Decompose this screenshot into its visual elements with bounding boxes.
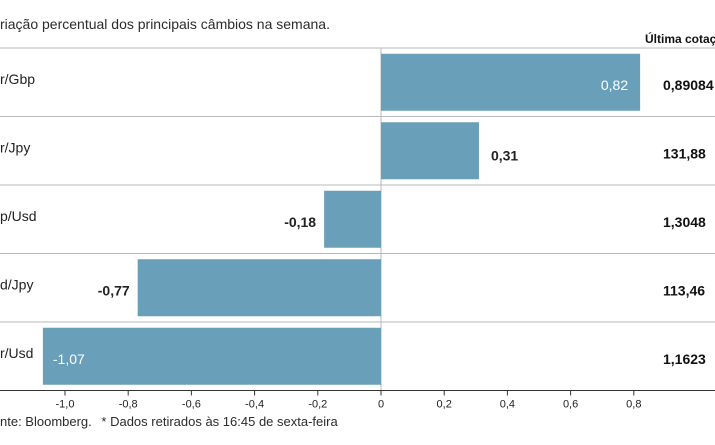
last-quote-value: 1,3048 xyxy=(663,214,706,230)
bar-3 xyxy=(137,259,381,317)
category-label: r/Gbp xyxy=(0,71,35,87)
category-label: d/Jpy xyxy=(0,277,33,293)
source-note: nte: Bloomberg. * Dados retirados às 16:… xyxy=(0,414,344,429)
category-label: p/Usd xyxy=(0,208,37,224)
bar-1 xyxy=(381,122,479,180)
x-tick-label: -1,0 xyxy=(56,399,75,411)
x-tick-label: 0,2 xyxy=(437,399,452,411)
x-tick-label: -0,2 xyxy=(308,399,327,411)
last-quote-value: 131,88 xyxy=(663,146,706,162)
footnote-text: * Dados retirados às 16:45 de sexta-feir… xyxy=(101,414,338,429)
x-tick-label: -0,6 xyxy=(182,399,201,411)
value-label: -0,77 xyxy=(98,283,130,299)
category-label: r/Usd xyxy=(0,345,33,361)
bar-2 xyxy=(324,190,381,248)
last-quote-value: 1,1623 xyxy=(663,351,706,367)
chart-subtitle: riação percentual dos principais câmbios… xyxy=(0,16,330,32)
last-quote-header: Última cotaç xyxy=(645,32,715,46)
last-quote-value: 113,46 xyxy=(663,283,705,299)
x-tick-label: -0,8 xyxy=(119,399,138,411)
category-label: r/Jpy xyxy=(0,140,30,156)
bar-4 xyxy=(42,327,381,385)
value-label: -0,18 xyxy=(284,214,316,230)
value-label: 0,31 xyxy=(491,148,518,164)
source-text: nte: Bloomberg. xyxy=(0,414,92,429)
x-tick-label: 0,8 xyxy=(626,399,641,411)
bar-0 xyxy=(381,53,641,111)
value-label: -1,07 xyxy=(53,351,85,367)
x-tick-label: 0 xyxy=(378,399,384,411)
x-tick-label: 0,6 xyxy=(563,399,578,411)
value-label: 0,82 xyxy=(601,77,628,93)
x-tick-label: 0,4 xyxy=(500,399,515,411)
last-quote-value: 0,89084 xyxy=(663,77,714,93)
x-tick-label: -0,4 xyxy=(245,399,264,411)
